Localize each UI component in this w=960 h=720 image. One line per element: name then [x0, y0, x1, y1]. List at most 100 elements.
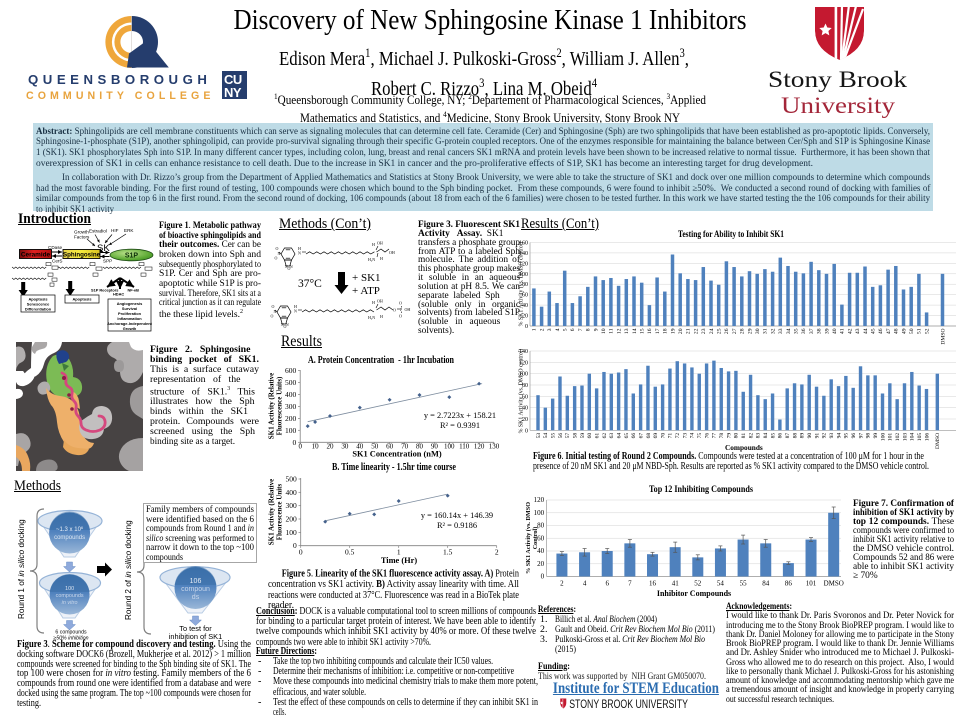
svg-text:80: 80 [522, 282, 528, 288]
svg-text:9: 9 [593, 328, 599, 331]
svg-text:4: 4 [555, 328, 561, 331]
svg-text:CDase: CDase [48, 245, 62, 250]
svg-text:O: O [393, 308, 396, 313]
svg-text:O: O [276, 246, 279, 251]
svg-text:60: 60 [537, 535, 545, 543]
svg-text:O: O [399, 314, 402, 319]
svg-text:+ ATP: + ATP [352, 285, 380, 297]
svg-text:34: 34 [786, 328, 792, 334]
svg-text:83: 83 [756, 433, 762, 439]
svg-text:~1.3 x 106: ~1.3 x 106 [56, 525, 84, 533]
svg-text:67: 67 [638, 433, 644, 439]
svg-text:50: 50 [909, 328, 915, 334]
svg-text:COMMUNITY COLLEGE: COMMUNITY COLLEGE [26, 90, 212, 102]
svg-text:52: 52 [694, 580, 702, 588]
svg-text:59: 59 [580, 433, 586, 439]
svg-text:in vitro: in vitro [62, 600, 78, 606]
svg-text:CU: CU [224, 72, 242, 87]
svg-text:SK1 Concentration (nM): SK1 Concentration (nM) [352, 450, 442, 459]
svg-text:68: 68 [646, 433, 652, 439]
svg-text:20: 20 [522, 417, 528, 423]
svg-text:62: 62 [602, 433, 608, 439]
svg-text:O: O [271, 314, 274, 319]
svg-text:41: 41 [840, 328, 846, 334]
svg-text:40: 40 [522, 303, 528, 309]
svg-text:93: 93 [829, 433, 835, 439]
svg-text:2: 2 [560, 580, 564, 588]
svg-text:Anchorage-Independent: Anchorage-Independent [107, 321, 152, 326]
svg-text:S1P: S1P [125, 253, 139, 260]
svg-text:120: 120 [474, 442, 485, 450]
svg-text:81: 81 [741, 433, 747, 439]
svg-text:Angiogenesis: Angiogenesis [117, 301, 143, 306]
svg-text:48: 48 [894, 328, 900, 334]
svg-text:22: 22 [693, 328, 699, 334]
svg-text:19: 19 [670, 328, 676, 334]
svg-text:95: 95 [844, 433, 850, 439]
svg-text:CerS: CerS [52, 259, 62, 264]
svg-text:N: N [274, 309, 277, 314]
svg-text:37: 37 [809, 328, 815, 334]
svg-text:110: 110 [459, 442, 470, 450]
svg-text:Growth: Growth [123, 326, 137, 331]
svg-text:54: 54 [717, 580, 725, 588]
svg-text:NF-κB: NF-κB [128, 288, 140, 293]
svg-text:120: 120 [519, 360, 528, 366]
svg-text:42: 42 [847, 328, 853, 334]
svg-text:49: 49 [901, 328, 907, 334]
svg-text:106: 106 [190, 578, 202, 585]
svg-text:105: 105 [917, 433, 923, 442]
svg-text:100: 100 [880, 433, 886, 442]
svg-text:ds: ds [192, 594, 200, 601]
svg-text:86: 86 [785, 580, 793, 588]
svg-text:Fluorescence Units: Fluorescence Units [276, 484, 284, 541]
svg-text:7: 7 [628, 580, 632, 588]
svg-text:100: 100 [519, 272, 528, 278]
svg-text:60: 60 [522, 394, 528, 400]
svg-text:104: 104 [910, 433, 916, 442]
svg-text:60: 60 [522, 293, 528, 299]
svg-text:Growth: Growth [74, 230, 89, 235]
svg-text:N: N [294, 309, 297, 314]
svg-text:N: N [286, 322, 289, 327]
svg-text:2: 2 [495, 548, 499, 557]
svg-text:6 compounds: 6 compounds [55, 630, 87, 636]
svg-text:64: 64 [616, 433, 622, 439]
svg-text:To test for: To test for [179, 624, 212, 633]
svg-text:86: 86 [778, 433, 784, 439]
svg-text:0: 0 [298, 442, 302, 450]
svg-text:24: 24 [709, 328, 715, 334]
svg-text:82: 82 [748, 433, 754, 439]
svg-text:2: 2 [539, 328, 545, 331]
svg-text:91: 91 [814, 433, 820, 439]
svg-text:40: 40 [522, 406, 528, 412]
svg-text:O: O [275, 256, 278, 261]
svg-text:20: 20 [522, 314, 528, 320]
svg-text:140: 140 [519, 349, 528, 355]
svg-text:63: 63 [609, 433, 615, 439]
svg-text:54: 54 [543, 433, 549, 439]
svg-text:106: 106 [924, 433, 930, 442]
svg-text:y = 2.7223x + 158.21: y = 2.7223x + 158.21 [424, 411, 496, 420]
svg-text:17: 17 [655, 328, 661, 334]
svg-text:O: O [284, 324, 287, 329]
svg-text:94: 94 [836, 433, 842, 439]
svg-text:200: 200 [285, 515, 297, 524]
svg-text:7: 7 [578, 328, 584, 331]
svg-text:Ceramide: Ceramide [21, 252, 51, 259]
svg-text:74: 74 [690, 433, 696, 439]
svg-text:70: 70 [401, 442, 409, 450]
svg-text:57: 57 [565, 433, 571, 439]
svg-text:80: 80 [522, 383, 528, 389]
svg-text:27: 27 [732, 328, 738, 334]
svg-text:101: 101 [888, 433, 894, 442]
svg-text:400: 400 [285, 488, 297, 497]
svg-text:HIF: HIF [111, 228, 119, 233]
svg-text:101: 101 [806, 580, 817, 588]
svg-text:98: 98 [866, 433, 872, 439]
svg-text:37°C: 37°C [298, 278, 322, 290]
svg-text:40: 40 [537, 547, 545, 555]
svg-text:1: 1 [397, 548, 401, 557]
svg-text:500: 500 [285, 475, 297, 484]
svg-text:300: 300 [285, 501, 297, 510]
